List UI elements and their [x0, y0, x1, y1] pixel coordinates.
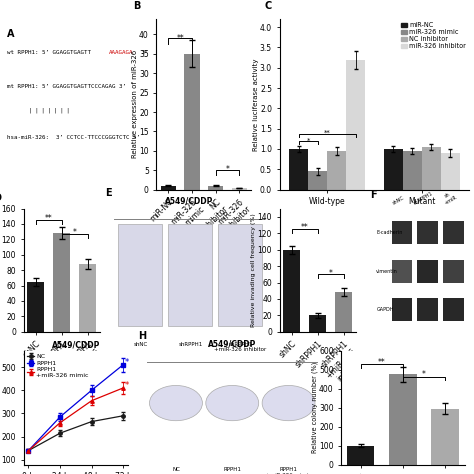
Text: 3’: 3’: [138, 50, 149, 55]
Bar: [161, 186, 176, 190]
FancyBboxPatch shape: [168, 224, 212, 326]
Bar: [441, 153, 460, 190]
FancyBboxPatch shape: [443, 260, 464, 283]
Bar: [208, 186, 223, 190]
FancyBboxPatch shape: [219, 224, 263, 326]
FancyBboxPatch shape: [443, 298, 464, 321]
Text: NC: NC: [172, 467, 180, 472]
Circle shape: [262, 385, 315, 421]
Text: *: *: [226, 165, 229, 174]
FancyBboxPatch shape: [417, 298, 438, 321]
Text: E: E: [105, 188, 111, 198]
Bar: [53, 233, 70, 332]
Bar: [347, 446, 374, 465]
Text: sh
+miR: sh +miR: [441, 190, 458, 206]
Bar: [79, 264, 96, 332]
Text: mt RPPH1: 5’ GGAGGTGAGTTCCCAGAG 3’: mt RPPH1: 5’ GGAGGTGAGTTCCCAGAG 3’: [7, 84, 126, 89]
Text: vimentin: vimentin: [376, 269, 398, 274]
Text: *: *: [73, 228, 77, 237]
Text: shNC: shNC: [392, 195, 405, 206]
Text: **: **: [378, 358, 386, 367]
Bar: [384, 149, 403, 190]
Y-axis label: Relative colony number (%): Relative colony number (%): [311, 362, 318, 453]
FancyBboxPatch shape: [392, 298, 412, 321]
Text: **: **: [324, 130, 330, 136]
Text: RPPH1
+miR-326 mimic: RPPH1 +miR-326 mimic: [265, 467, 312, 474]
Bar: [283, 250, 300, 332]
Circle shape: [206, 385, 259, 421]
Circle shape: [149, 385, 202, 421]
Bar: [309, 315, 326, 332]
Bar: [335, 292, 352, 332]
Bar: [431, 409, 459, 465]
Text: shNC: shNC: [133, 342, 147, 346]
Bar: [403, 151, 422, 190]
Legend: miR-NC, miR-326 mimic, NC inhibitor, miR-326 inhibitor: miR-NC, miR-326 mimic, NC inhibitor, miR…: [401, 22, 466, 49]
Text: *: *: [125, 382, 129, 391]
Text: C: C: [264, 1, 272, 11]
Text: GAPDH: GAPDH: [376, 307, 394, 312]
Text: shRPPH1: shRPPH1: [178, 342, 202, 346]
Bar: [232, 188, 247, 190]
FancyBboxPatch shape: [118, 224, 162, 326]
Title: A549/CDDP: A549/CDDP: [52, 341, 100, 350]
Text: *: *: [328, 269, 333, 278]
Text: *: *: [125, 358, 129, 367]
Text: B: B: [133, 1, 140, 11]
Text: wt RPPH1: 5’ GGAGGTGAGTT: wt RPPH1: 5’ GGAGGTGAGTT: [7, 50, 91, 55]
Y-axis label: Relative luciferase activity: Relative luciferase activity: [253, 58, 258, 151]
FancyBboxPatch shape: [417, 260, 438, 283]
Text: | | | | | | |: | | | | | | |: [29, 108, 70, 113]
Text: A549/CDDP: A549/CDDP: [208, 339, 256, 348]
Text: *: *: [306, 137, 310, 144]
Text: shRPPH1
+miR-326 inhibitor: shRPPH1 +miR-326 inhibitor: [214, 342, 266, 353]
Text: RPPH1: RPPH1: [223, 467, 241, 472]
Text: A: A: [7, 29, 15, 39]
Bar: [327, 151, 346, 190]
FancyBboxPatch shape: [443, 221, 464, 245]
Bar: [308, 171, 327, 190]
Bar: [389, 374, 417, 465]
Text: H: H: [138, 331, 146, 341]
Text: A549/CDDP: A549/CDDP: [165, 196, 214, 205]
Legend: NC, RPPH1, RPPH1
+miR-326 mimic: NC, RPPH1, RPPH1 +miR-326 mimic: [27, 354, 89, 378]
Text: hsa-miR-326:  3’ CCTCC-TTCCCGGGTCTC 5’: hsa-miR-326: 3’ CCTCC-TTCCCGGGTCTC 5’: [7, 135, 140, 140]
Bar: [289, 149, 308, 190]
Bar: [346, 60, 365, 190]
Text: *: *: [422, 371, 426, 380]
Text: D: D: [0, 193, 1, 203]
Bar: [27, 282, 44, 332]
FancyBboxPatch shape: [392, 260, 412, 283]
Y-axis label: Relative invading cell frequency (%): Relative invading cell frequency (%): [251, 213, 256, 327]
FancyBboxPatch shape: [392, 221, 412, 245]
Text: F: F: [370, 191, 376, 201]
Bar: [422, 147, 441, 190]
Text: E-cadherin: E-cadherin: [376, 230, 403, 236]
Text: shRPPH1: shRPPH1: [413, 191, 434, 206]
Y-axis label: Relative expression of miR-326: Relative expression of miR-326: [132, 50, 137, 158]
Text: AAAGAGA: AAAGAGA: [109, 50, 133, 55]
Text: **: **: [301, 223, 309, 232]
Text: **: **: [45, 214, 53, 223]
Text: **: **: [176, 34, 184, 43]
FancyBboxPatch shape: [417, 221, 438, 245]
Bar: [184, 54, 200, 190]
